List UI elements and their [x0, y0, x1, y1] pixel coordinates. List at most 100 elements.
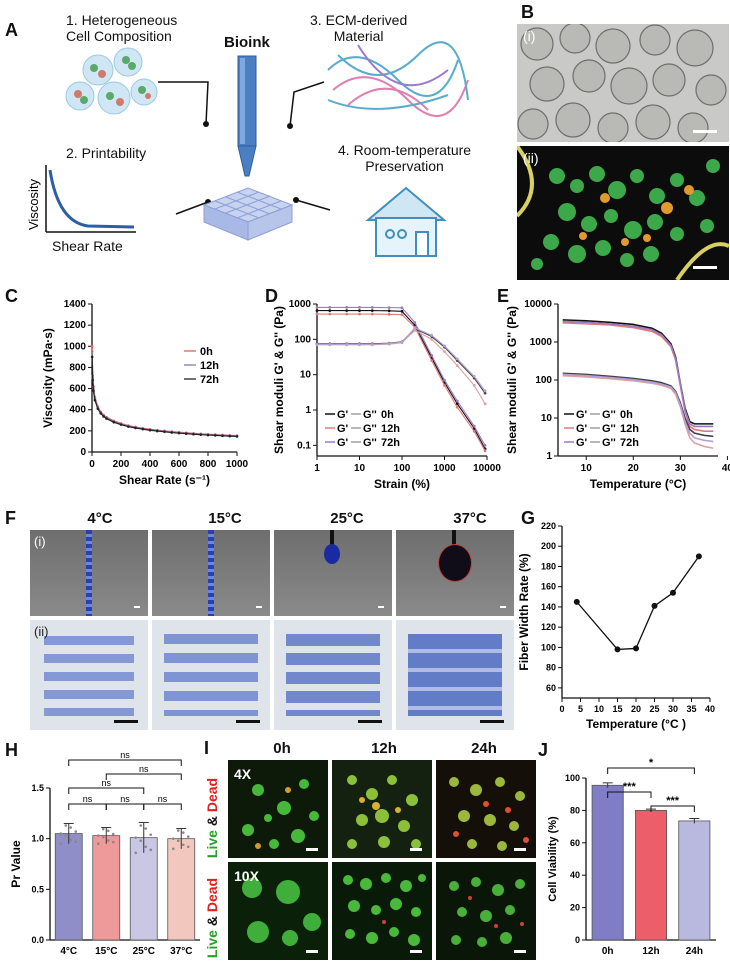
x-tick-label: 1	[314, 463, 320, 474]
item2-text: 2. Printability	[66, 145, 147, 161]
panel-c-chart: 0 200 400 600 800 1000 0 200 400 600 800 1000 1200 14…	[41, 299, 249, 487]
data-point	[176, 839, 180, 842]
data-point	[315, 306, 319, 309]
data-point	[472, 374, 476, 378]
grid-photo-4c: (ii)	[30, 620, 148, 730]
scale-bar	[500, 606, 506, 608]
x-tick-label: 800	[200, 459, 217, 470]
y-tick-label: 100	[535, 375, 552, 386]
y-tick-label: 0.5	[31, 884, 44, 894]
droplet-photo-25c	[274, 530, 392, 616]
scale-bar	[358, 720, 382, 723]
data-point	[69, 826, 73, 829]
legend-label: G'	[337, 409, 349, 421]
data-point	[430, 337, 434, 341]
data-point	[455, 357, 459, 361]
y-tick-label: 60	[546, 683, 556, 693]
data-point	[455, 402, 459, 406]
data-point	[90, 350, 94, 353]
data-point	[430, 359, 434, 363]
bar-15°C	[92, 835, 121, 941]
scale-bar	[514, 848, 526, 851]
x-axis-label: Strain (%)	[374, 477, 430, 491]
brightfield-cells-image	[517, 24, 727, 142]
data-point	[213, 434, 217, 437]
data-point	[184, 432, 188, 436]
y-axis-label: Pr Value	[9, 840, 23, 888]
data-point	[370, 312, 374, 316]
data-point	[96, 834, 100, 837]
ecm-fiber-icon	[327, 41, 469, 117]
panel-label-d: D	[265, 286, 278, 306]
data-point	[134, 836, 138, 839]
panel-b-fluorescence: (ii)	[517, 146, 729, 280]
scale-bar	[306, 950, 318, 953]
y-tick-label: 400	[69, 405, 86, 416]
live-dead-label-row2: Live & Dead	[204, 868, 220, 968]
x-tick-label: 10	[581, 463, 593, 474]
data-point	[149, 833, 153, 836]
x-tick-label: 24h	[686, 946, 703, 957]
live-word: Live	[204, 830, 220, 859]
significance-label: ns	[158, 794, 168, 804]
data-point	[199, 433, 203, 436]
mini-x-label: Shear Rate	[52, 238, 123, 254]
data-point	[430, 333, 434, 337]
livedead-10x-12h	[332, 862, 432, 960]
bar-12h	[635, 810, 668, 941]
panel-f-images: 4°C 15°C 25°C 37°C (i) (ii)	[30, 510, 520, 735]
y-tick-label: 60	[570, 838, 580, 848]
panel-d-chart: 1 10 100 1000 10000 0.1 1 10 100 1000 G' G'' 0h G' G''…	[272, 299, 501, 491]
scale-bar	[256, 606, 262, 608]
data-point	[144, 845, 148, 849]
data-point	[134, 851, 138, 855]
bar-25°C	[129, 837, 158, 941]
y-tick-label: 100	[294, 334, 311, 345]
item3-line1: 3. ECM-derived	[310, 12, 408, 28]
data-point	[186, 835, 190, 838]
item4-line1: 4. Room-temperature	[338, 142, 472, 158]
temp-label-37: 37°C	[453, 510, 487, 527]
time-label-12h: 12h	[371, 740, 397, 757]
nozzle-icon	[237, 55, 257, 177]
y-axis-label: Shear moduli G' & G'' (Pa)	[272, 306, 286, 454]
data-point	[345, 342, 349, 346]
data-point	[126, 425, 130, 428]
data-point	[370, 342, 374, 346]
scale-bar	[378, 606, 384, 608]
data-point	[695, 553, 702, 560]
panel-b-sub1: (i)	[523, 28, 536, 44]
filament-photo-15c	[152, 530, 270, 616]
y-tick-label: 80	[570, 805, 580, 815]
significance-bracket	[68, 803, 107, 810]
bioink-title: Bioink	[224, 34, 270, 51]
grid-photo-37c	[396, 620, 514, 730]
series-line-G' 72h	[562, 320, 714, 428]
significance-bracket	[607, 767, 695, 774]
droplet-photo-37c	[396, 530, 514, 616]
temp-label-4: 4°C	[87, 510, 113, 527]
legend-label: 72h	[381, 437, 400, 449]
data-point	[443, 344, 446, 348]
legend-label: G'	[337, 437, 349, 449]
y-tick-label: 1	[546, 451, 552, 462]
x-tick-label: 4°C	[60, 946, 77, 957]
data-point	[92, 389, 95, 392]
significance-bracket	[650, 805, 695, 812]
dead-word: Dead	[204, 877, 220, 913]
significance-label: ns	[83, 794, 93, 804]
filament-photo-4c: (i)	[30, 530, 148, 616]
panel-b-sub2: (ii)	[523, 150, 539, 166]
significance-label: ns	[120, 750, 130, 760]
series-line-G'' 72h	[317, 327, 486, 392]
data-point	[345, 312, 349, 316]
x-tick-label: 40	[705, 704, 715, 714]
scale-bar	[410, 950, 422, 953]
data-point	[90, 344, 94, 348]
data-point	[221, 434, 224, 438]
data-point	[91, 378, 95, 382]
significance-label: ns	[101, 778, 111, 788]
legend-label: G''	[602, 437, 616, 449]
live-dead-label-row1: Live & Dead	[204, 768, 220, 868]
data-point	[483, 389, 487, 393]
